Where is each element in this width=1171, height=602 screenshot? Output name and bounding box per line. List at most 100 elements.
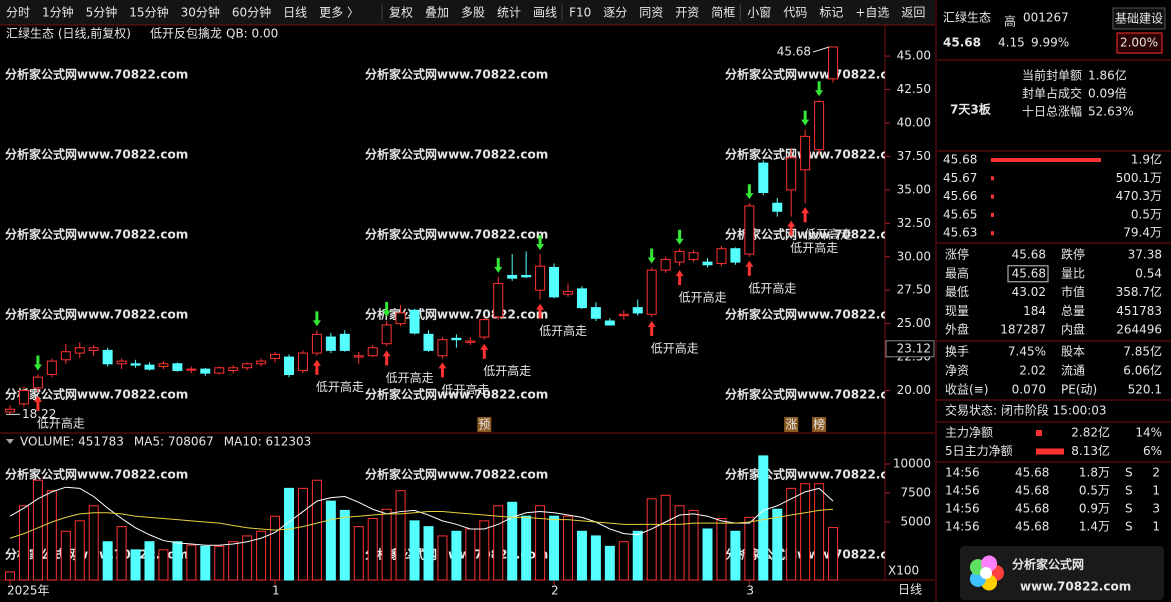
stock-code: 001267: [1023, 11, 1069, 25]
toolbar-button[interactable]: 小窗: [747, 6, 771, 20]
toolbar-button[interactable]: 标记: [819, 6, 843, 20]
collapse-icon: [6, 439, 14, 444]
toolbar-button[interactable]: 15分钟: [129, 5, 168, 20]
candle-body: [716, 248, 727, 264]
toolbar-button[interactable]: 简框: [711, 6, 735, 20]
candle-body: [242, 363, 253, 369]
trade-time: 14:56: [945, 484, 980, 498]
volume-bar: [46, 490, 57, 581]
logo-center: [980, 567, 992, 579]
toolbar-button[interactable]: 30分钟: [181, 5, 220, 20]
x-tick-label: 3: [746, 584, 754, 598]
volume-bar: [5, 571, 15, 581]
toolbar-button[interactable]: 更多 〉: [319, 6, 359, 20]
stat-value: 264496: [1116, 323, 1162, 337]
volume-bar: [200, 545, 211, 581]
period-label: 日线: [898, 583, 922, 597]
stat-label: 市值: [1061, 284, 1085, 299]
toolbar-button[interactable]: 1分钟: [42, 5, 74, 20]
annotation: 低开高走: [804, 227, 852, 242]
stat-label: 净资: [945, 364, 969, 378]
candle-body: [674, 250, 685, 263]
trade-price: 45.68: [1015, 502, 1049, 516]
toolbar-button[interactable]: 叠加: [425, 6, 449, 20]
content: 分时 1分钟 5分钟 15分钟 30分钟 60分钟 日线 更多 〉复权 叠加 多股 统计 画线 F10 逐…: [5, 4, 1171, 600]
watermark: 分析家公式网www.70822.com: [365, 307, 548, 322]
stat-value: 6.06亿: [1123, 363, 1162, 378]
volume-bar: [576, 530, 587, 581]
stat-value: 7.45%: [1008, 345, 1046, 359]
candle-body: [632, 307, 643, 314]
toolbar-button[interactable]: 60分钟: [232, 5, 271, 20]
volume-bar: [381, 508, 392, 581]
candle-body: [646, 269, 657, 315]
toolbar-button[interactable]: F10: [569, 6, 591, 20]
flow-pct: 6%: [1143, 444, 1162, 458]
toolbar-button[interactable]: 同资: [639, 6, 663, 20]
trade-status: 交易状态: 闭市阶段 15:00:03: [945, 403, 1107, 418]
signal-down-arrow: [382, 301, 391, 317]
flow-value: 8.13亿: [1071, 443, 1110, 458]
candle-body: [814, 101, 825, 151]
tag-box: [477, 417, 492, 432]
watermark: 分析家公式网www.70822.com: [365, 227, 548, 242]
signal-up-arrow: [438, 362, 447, 378]
annotation: 低开高走: [748, 280, 796, 295]
volume-bar: [786, 487, 797, 581]
toolbar-button[interactable]: 5分钟: [86, 5, 118, 20]
annotation: 低开高走: [790, 240, 838, 255]
volume-bar: [339, 509, 350, 581]
watermark: 分析家公式网www.70822.com: [725, 307, 908, 322]
volume-bar: [437, 535, 448, 581]
volume-bar: [814, 483, 825, 581]
toolbar-button[interactable]: 分时: [6, 6, 30, 20]
volume-bar: [521, 515, 532, 581]
toolbar-button[interactable]: 复权: [389, 6, 413, 20]
signal-down-arrow: [647, 248, 656, 264]
stat-label: 收益(≡): [945, 383, 988, 397]
info-value: 0.09倍: [1088, 86, 1127, 101]
candle-body: [507, 274, 518, 279]
candle-body: [395, 312, 406, 325]
volume-bar: [144, 541, 155, 581]
candle-body: [730, 248, 741, 263]
signal-up-arrow: [787, 220, 796, 236]
stat-value: 358.7亿: [1116, 284, 1162, 299]
toolbar-button[interactable]: 画线: [533, 6, 557, 20]
trade-price: 45.68: [1015, 484, 1049, 498]
logo-name: 分析家公式网: [1012, 557, 1084, 572]
toolbar-button[interactable]: 代码: [783, 6, 807, 20]
watermark: 分析家公式网www.70822.com: [5, 307, 188, 322]
toolbar-button[interactable]: 统计: [497, 6, 521, 20]
tag: 涨: [785, 417, 797, 432]
streak: 7天3板: [950, 102, 992, 117]
x-tick-label: 1: [272, 584, 280, 598]
candle-body: [618, 313, 629, 317]
toolbar-button[interactable]: 日线: [283, 6, 307, 20]
watermark: 分析家公式网www.70822.com: [365, 467, 548, 482]
sector-button[interactable]: [1112, 7, 1166, 30]
toolbar-button[interactable]: 逐分: [603, 6, 627, 20]
candle-body: [549, 266, 560, 298]
indicator-value: QB: 0.00: [226, 27, 278, 41]
candle-body: [660, 258, 671, 271]
signal-down-arrow: [815, 81, 824, 97]
volume-bar: [409, 520, 420, 581]
toolbar-button[interactable]: 多股: [461, 6, 485, 20]
candle-body: [451, 337, 462, 341]
annotation: 低开高走: [441, 382, 489, 397]
info-value: 1.86亿: [1088, 68, 1127, 83]
candle-body: [758, 162, 769, 194]
toolbar-button[interactable]: 开资: [675, 6, 699, 20]
stat-value: 0.070: [1012, 383, 1046, 397]
volume-bar: [604, 545, 615, 581]
info-label: 当前封单额: [1022, 68, 1082, 83]
volume-bar: [325, 500, 336, 581]
toolbar-button[interactable]: +自选: [855, 6, 889, 20]
volume-bar: [549, 515, 560, 581]
candle-body: [465, 340, 476, 343]
toolbar-button[interactable]: 返回: [901, 6, 925, 20]
volume-bar: [88, 505, 99, 581]
volume-bar: [367, 518, 378, 581]
